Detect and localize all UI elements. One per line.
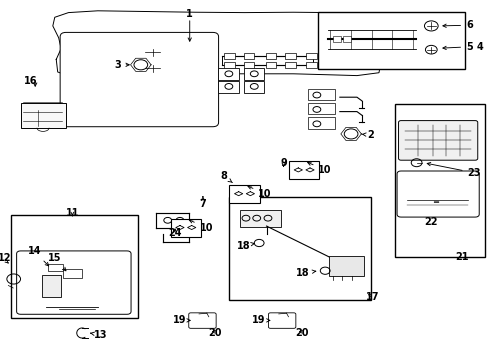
Bar	[343, 36, 350, 42]
Bar	[328, 256, 363, 276]
FancyBboxPatch shape	[398, 121, 477, 160]
Bar	[243, 81, 264, 93]
Text: 4: 4	[476, 42, 483, 52]
Bar	[305, 62, 316, 68]
FancyBboxPatch shape	[396, 171, 478, 217]
Bar	[243, 53, 254, 59]
Bar	[288, 161, 319, 179]
Bar	[41, 275, 61, 297]
Bar	[20, 103, 65, 128]
Bar	[228, 197, 370, 300]
Bar	[239, 210, 281, 227]
Text: 17: 17	[365, 292, 379, 302]
Bar	[317, 12, 464, 69]
Bar	[243, 68, 264, 80]
Text: 3: 3	[114, 60, 129, 70]
Bar	[307, 103, 334, 114]
Bar	[265, 53, 276, 59]
Text: 11: 11	[65, 208, 79, 218]
Text: 18: 18	[236, 240, 254, 251]
Bar	[11, 215, 138, 318]
Text: 10: 10	[247, 186, 271, 199]
Text: 9: 9	[280, 158, 286, 168]
Bar	[224, 62, 234, 68]
Text: 16: 16	[23, 76, 37, 86]
FancyBboxPatch shape	[268, 313, 295, 328]
Bar	[229, 185, 259, 203]
FancyBboxPatch shape	[17, 251, 131, 314]
Text: 1: 1	[186, 9, 193, 19]
FancyBboxPatch shape	[60, 32, 218, 127]
Bar	[62, 269, 82, 278]
Bar	[243, 62, 254, 68]
Text: 13: 13	[90, 330, 107, 340]
Text: 19: 19	[172, 315, 190, 325]
Text: 18: 18	[296, 268, 315, 278]
Text: ═: ═	[432, 198, 437, 207]
Bar	[218, 81, 238, 93]
FancyBboxPatch shape	[188, 313, 216, 328]
Text: 15: 15	[48, 253, 66, 271]
Text: 24: 24	[168, 228, 182, 238]
Text: 6: 6	[442, 20, 472, 30]
Bar	[218, 68, 238, 80]
Bar	[307, 89, 334, 100]
Text: 19: 19	[252, 315, 269, 325]
Text: 7: 7	[199, 197, 206, 210]
Text: 20: 20	[208, 328, 222, 338]
Text: 12: 12	[0, 253, 12, 264]
Text: 23: 23	[427, 162, 480, 178]
Text: 14: 14	[27, 246, 49, 266]
Text: 8: 8	[220, 171, 232, 183]
Bar	[333, 36, 341, 42]
Bar	[170, 219, 201, 237]
Text: 10: 10	[307, 162, 331, 175]
Bar	[224, 53, 234, 59]
Text: 21: 21	[454, 252, 468, 262]
Text: 20: 20	[295, 328, 308, 338]
Bar	[285, 53, 295, 59]
Text: 10: 10	[189, 220, 213, 233]
Bar	[285, 62, 295, 68]
Bar	[48, 264, 62, 271]
Text: 22: 22	[424, 217, 437, 227]
Bar	[305, 53, 316, 59]
Text: 2: 2	[361, 130, 373, 140]
Bar	[307, 117, 334, 129]
Text: 5: 5	[442, 42, 472, 52]
Bar	[265, 62, 276, 68]
Bar	[394, 104, 484, 257]
